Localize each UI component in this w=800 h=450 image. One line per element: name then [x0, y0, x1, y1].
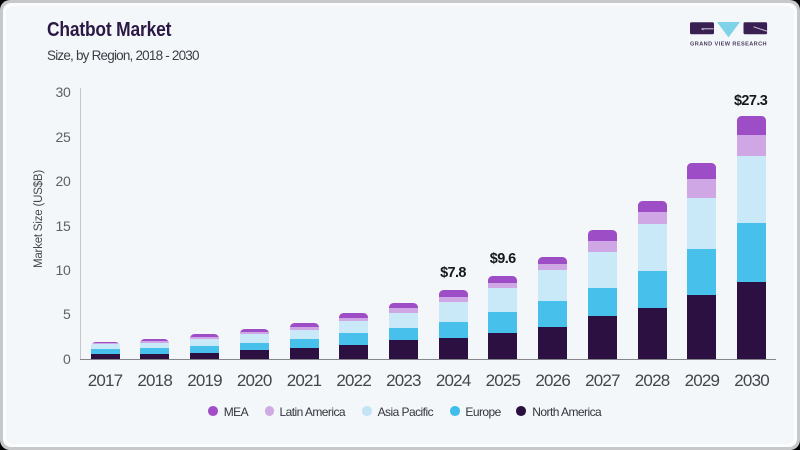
svg-text:GRAND VIEW RESEARCH: GRAND VIEW RESEARCH — [690, 41, 768, 47]
